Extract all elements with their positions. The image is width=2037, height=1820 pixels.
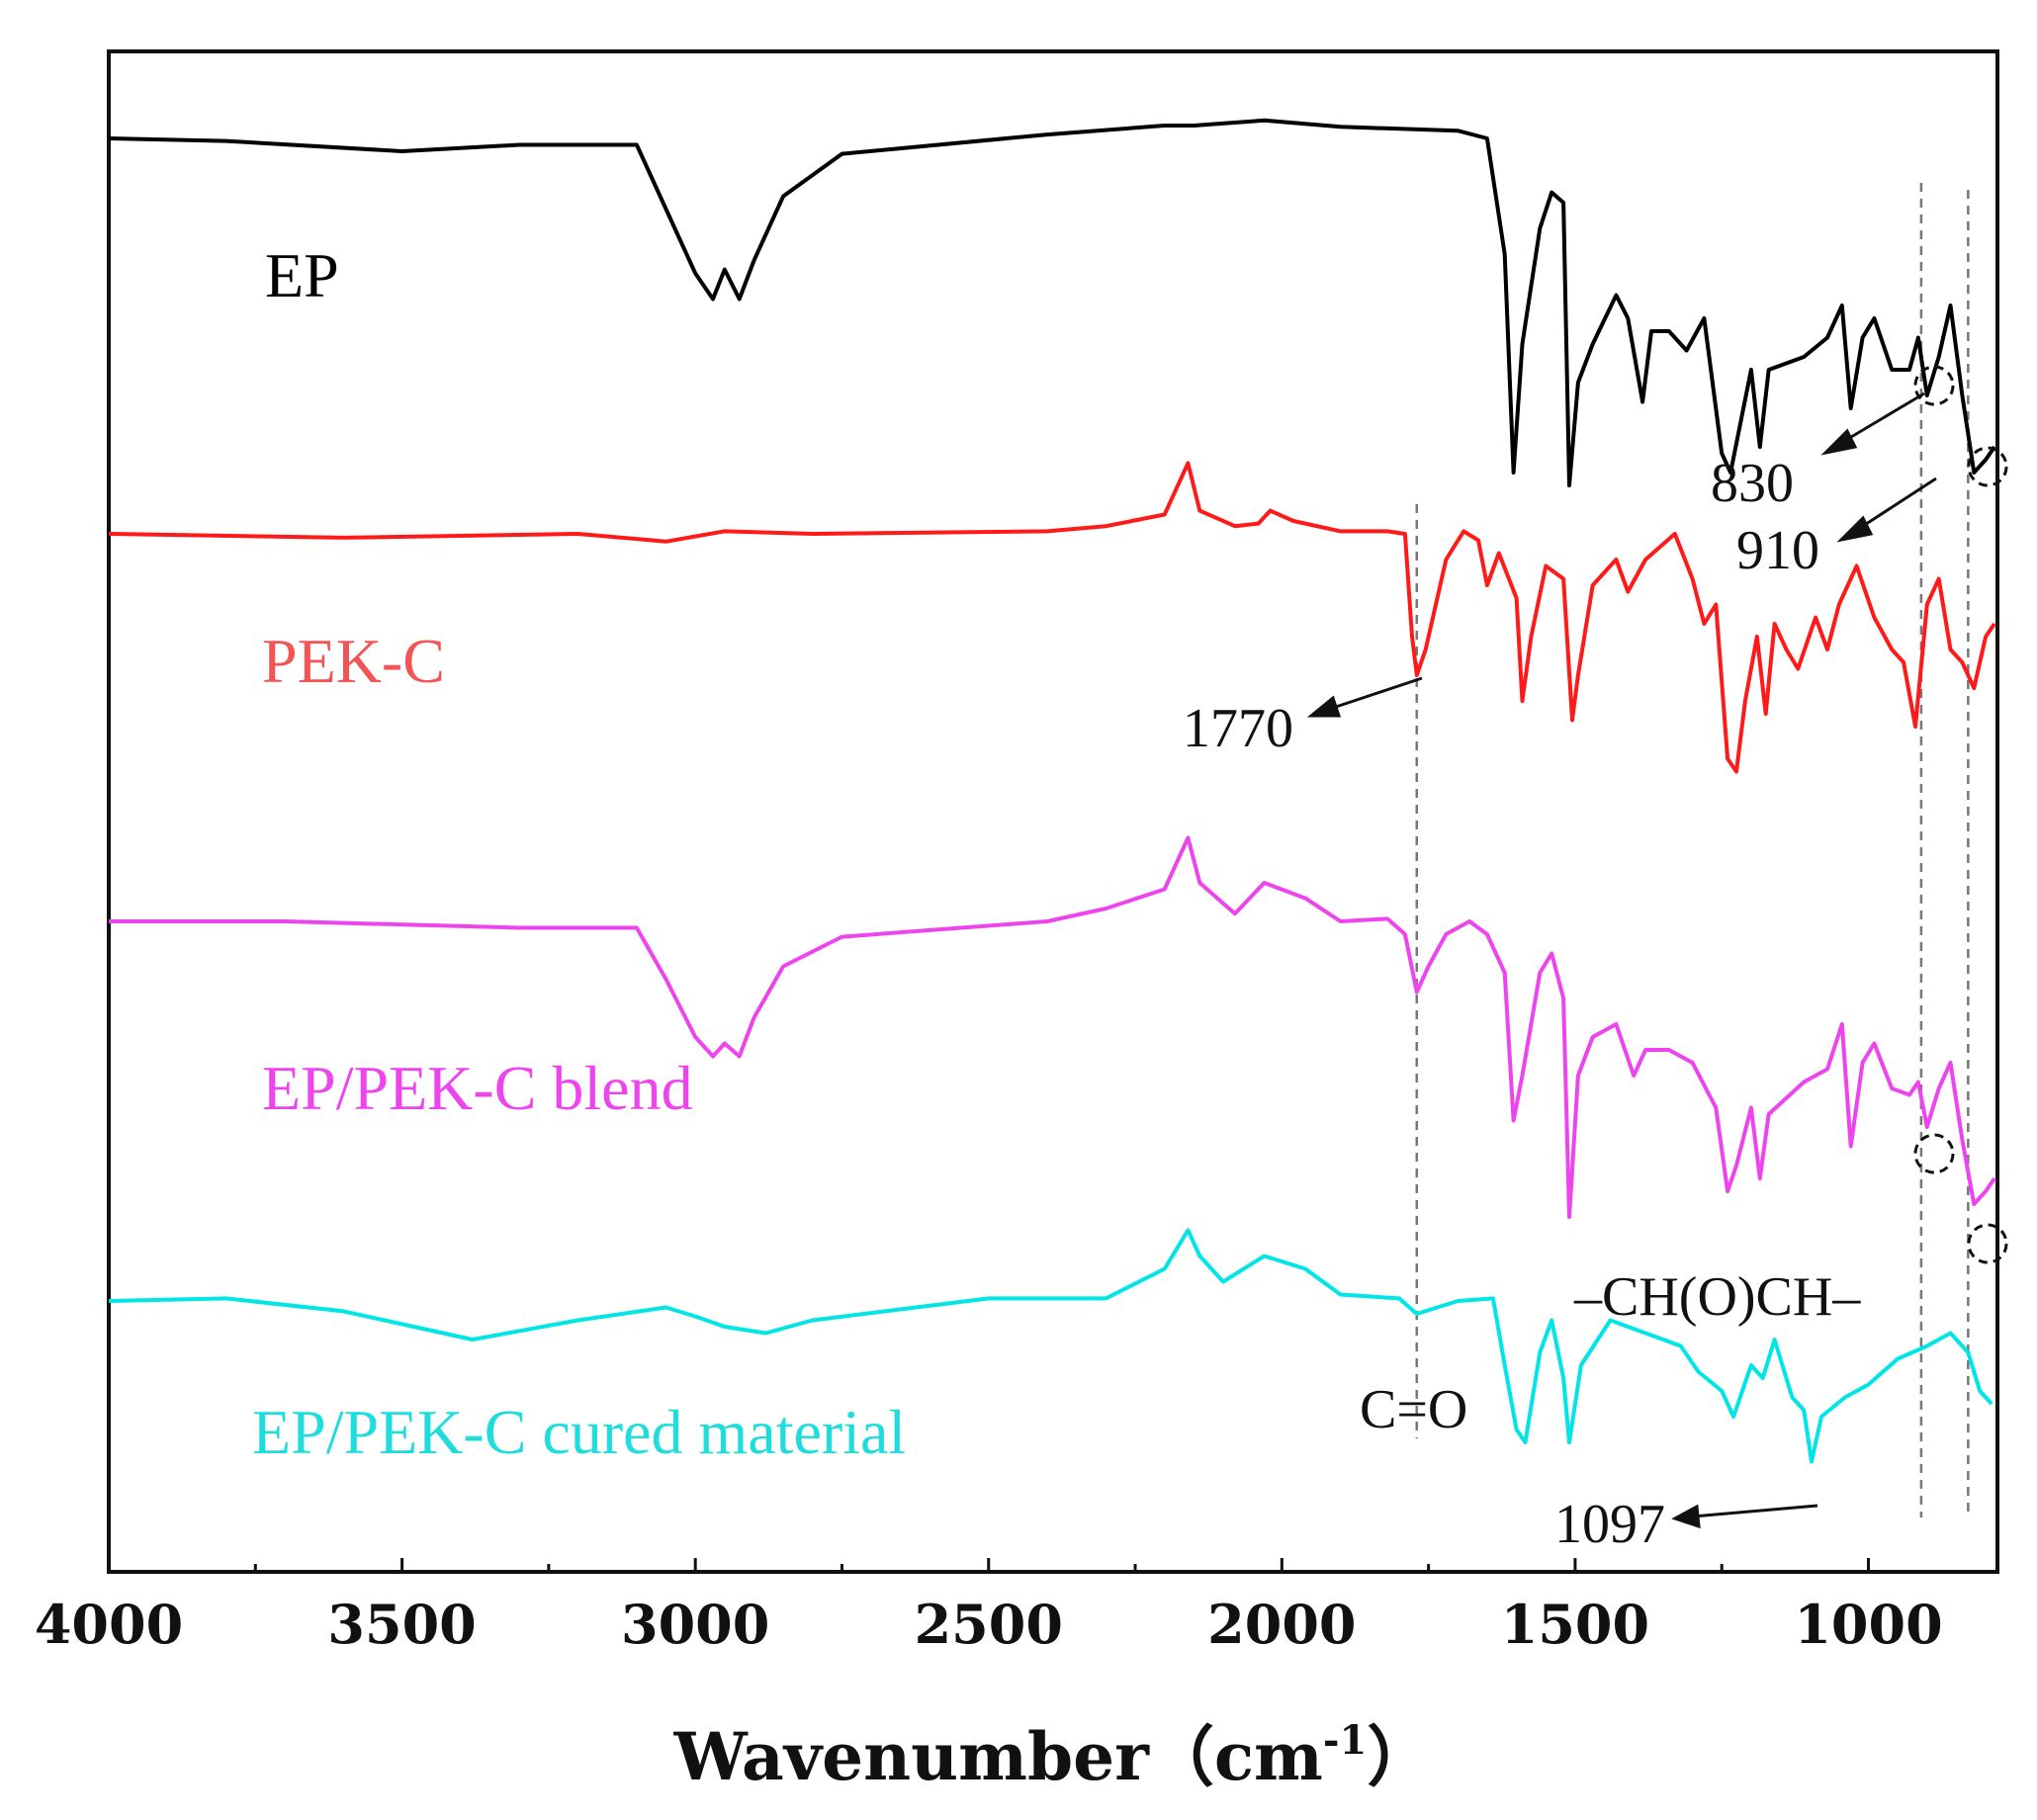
x-tick-label: 4000 — [35, 1593, 183, 1656]
x-axis-ticks: 4000 3500 3000 2500 2000 1500 1000 — [35, 1558, 1943, 1656]
reference-dashed-lines — [1415, 183, 1970, 1517]
series-line-ep-pek-c-cured-material — [108, 1228, 1993, 1464]
series-label-pekc: PEK-C — [262, 626, 445, 696]
x-axis-label-close: ） — [1367, 1718, 1432, 1795]
marker-circle-blend-830 — [1967, 1223, 2008, 1264]
plot-frame — [107, 49, 1999, 1574]
x-tick-label: 3500 — [327, 1593, 476, 1656]
spectra-series — [108, 118, 1996, 1464]
annotation-910: 910 — [1736, 520, 1819, 581]
annotation-epoxide: –CH(O)CH– — [1573, 1266, 1861, 1328]
marker-circle-blend-910 — [1913, 1133, 1955, 1174]
peak-annotations: 830 910 1770 1097 C=O –CH(O)CH– — [1183, 365, 2008, 1555]
x-axis-label: Wavenumber（cm-1） — [673, 1717, 1433, 1795]
x-tick-label: 2000 — [1207, 1593, 1356, 1656]
series-line-ep-pek-c-blend — [109, 835, 1996, 1219]
arrow-830 — [1820, 391, 1925, 456]
series-line-ep — [108, 118, 1996, 487]
x-tick-label: 2500 — [915, 1593, 1063, 1656]
x-axis-label-main: Wavenumber（cm — [673, 1718, 1323, 1795]
arrow-1770 — [1306, 676, 1423, 718]
arrow-1097 — [1671, 1504, 1818, 1529]
series-line-pek-c — [108, 461, 1996, 774]
x-tick-label: 3000 — [621, 1593, 769, 1656]
marker-circle-ep-830 — [1967, 446, 2008, 487]
annotation-carbonyl: C=O — [1360, 1379, 1467, 1440]
x-tick-label: 1000 — [1794, 1593, 1942, 1656]
x-tick-label: 1500 — [1501, 1593, 1649, 1656]
annotation-830: 830 — [1711, 453, 1794, 514]
annotation-1097: 1097 — [1554, 1494, 1665, 1555]
x-axis-label-superscript: -1 — [1323, 1717, 1367, 1764]
series-label-blend: EP/PEK-C blend — [262, 1053, 693, 1123]
arrow-910 — [1836, 477, 1937, 543]
marker-circle-ep-910 — [1913, 365, 1955, 406]
series-label-ep: EP — [265, 240, 339, 310]
series-label-cured: EP/PEK-C cured material — [252, 1397, 906, 1467]
annotation-1770: 1770 — [1183, 698, 1293, 759]
